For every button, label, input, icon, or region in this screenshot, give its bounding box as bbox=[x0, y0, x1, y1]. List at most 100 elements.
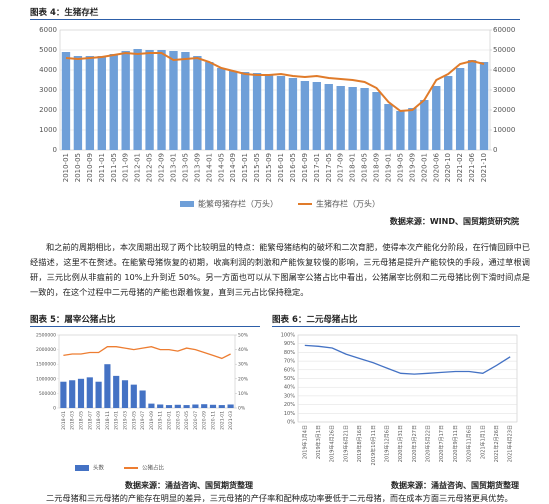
x-tick-label: 2019年8月16日 bbox=[356, 425, 363, 462]
bar bbox=[174, 404, 181, 408]
bar bbox=[288, 78, 298, 150]
y-tick-label: 2000000 bbox=[36, 347, 56, 353]
bar bbox=[157, 50, 166, 150]
y-tick-label: 6000 bbox=[39, 26, 57, 34]
plot-area bbox=[58, 334, 236, 409]
x-tick-label: 2019-05 bbox=[396, 153, 404, 182]
y-tick-label: 500000 bbox=[39, 391, 56, 397]
x-tick-label: 2018-07 bbox=[87, 411, 93, 430]
y-tick-label: 1000 bbox=[39, 126, 57, 134]
y2-tick-label: 40% bbox=[238, 347, 249, 353]
y-tick-label: 3000 bbox=[39, 86, 57, 94]
bar bbox=[312, 82, 321, 150]
legend-label: 能繁母猪存栏（万头） bbox=[198, 199, 278, 209]
bar bbox=[183, 405, 190, 408]
bar bbox=[121, 51, 130, 150]
y-tick-label: 50% bbox=[284, 376, 295, 382]
x-tick-label: 2012-05 bbox=[146, 153, 154, 182]
y-tick-label: 80% bbox=[284, 350, 295, 356]
bar bbox=[432, 86, 441, 150]
bar bbox=[408, 108, 417, 150]
x-tick-label: 2020-05 bbox=[184, 411, 190, 430]
x-tick-label: 2016-01 bbox=[277, 153, 285, 182]
bar bbox=[372, 92, 381, 150]
y-tick-label: 4000 bbox=[39, 66, 57, 74]
bar bbox=[157, 404, 164, 408]
x-tick-label: 2018-03 bbox=[70, 411, 76, 430]
bar bbox=[192, 404, 199, 408]
x-tick-label: 2020年5月22日 bbox=[425, 425, 432, 462]
y-tick-label: 2000 bbox=[39, 106, 57, 114]
chart: 0% 10% 20% 30% 40% 50% 60% 70% 80% 90% 100% 2019年1月… bbox=[281, 333, 518, 465]
bar bbox=[121, 380, 129, 408]
y-tick-label: 1000000 bbox=[36, 376, 56, 382]
x-tick-label: 2018-09 bbox=[373, 153, 381, 182]
x-tick-label: 2011-05 bbox=[110, 153, 118, 182]
bar bbox=[467, 60, 477, 150]
paragraph: 和之前的周期相比，本次周期出现了两个比较明显的特点：能繁母猪结构的破坏和二次育肥… bbox=[30, 242, 530, 297]
bar bbox=[360, 88, 369, 150]
title-rule bbox=[272, 326, 520, 327]
y-tick-label: 2500000 bbox=[36, 333, 56, 339]
title-rule bbox=[30, 19, 520, 20]
x-tick-label: 2019-09 bbox=[149, 411, 155, 430]
x-tick-label: 2016-05 bbox=[289, 153, 297, 182]
bar bbox=[181, 52, 190, 150]
x-tick-label: 2019-09 bbox=[408, 153, 416, 182]
bar bbox=[95, 381, 102, 408]
x-tick-label: 2020-03 bbox=[175, 411, 181, 430]
x-tick-label: 2019-05 bbox=[131, 411, 137, 430]
x-tick-label: 2019年10月11日 bbox=[370, 425, 377, 465]
bar bbox=[61, 52, 71, 150]
bar bbox=[227, 404, 234, 408]
legend-label: 头数 bbox=[93, 464, 105, 472]
y2-tick-label: 30% bbox=[238, 362, 249, 368]
x-tick-label: 2019-07 bbox=[140, 411, 146, 430]
bar bbox=[252, 73, 262, 150]
y-tick-label: 0 bbox=[53, 146, 57, 154]
x-tick-label: 2019-03 bbox=[123, 411, 129, 430]
bar bbox=[165, 405, 173, 408]
line bbox=[63, 346, 231, 360]
x-tick-label: 2015-01 bbox=[241, 153, 249, 182]
x-tick-label: 2010-05 bbox=[74, 153, 82, 182]
chart-title: 图表 4：生猪存栏 bbox=[30, 8, 99, 18]
bar bbox=[240, 72, 250, 150]
bar bbox=[444, 76, 453, 150]
chart: 0100020003000400050006000010000200003000… bbox=[39, 26, 515, 209]
x-tick-label: 2013-05 bbox=[181, 153, 189, 182]
y-tick-label: 30% bbox=[284, 393, 295, 399]
y2-tick-label: 10000 bbox=[493, 126, 515, 134]
x-tick-label: 2018-01 bbox=[349, 153, 357, 182]
footer-text: 二元母猪和三元母猪的产能存在明显的差异，三元母猪的产仔率和配种成功率要低于二元母… bbox=[46, 493, 513, 503]
bar bbox=[420, 100, 429, 150]
x-tick-label: 2019年12月6日 bbox=[383, 425, 390, 462]
y-tick-label: 100% bbox=[281, 333, 296, 339]
bar bbox=[276, 76, 286, 150]
chart-title: 图表 6：二元母猪占比 bbox=[272, 315, 358, 325]
x-tick-label: 2010-09 bbox=[86, 153, 94, 182]
x-tick-label: 2020-06 bbox=[432, 152, 440, 182]
bar bbox=[69, 380, 76, 408]
bar bbox=[218, 405, 225, 408]
x-tick-label: 2011-01 bbox=[98, 153, 106, 182]
x-tick-label: 2020-09 bbox=[202, 411, 208, 430]
x-tick-label: 2019年3月1日 bbox=[315, 425, 322, 459]
bar bbox=[139, 390, 146, 408]
x-tick-label: 2015-09 bbox=[265, 153, 273, 182]
title-rule bbox=[30, 326, 260, 327]
x-tick-label: 2019-11 bbox=[158, 411, 164, 430]
bar bbox=[396, 111, 405, 150]
x-tick-label: 2018-01 bbox=[61, 411, 67, 430]
x-tick-label: 2020-10 bbox=[444, 153, 452, 182]
y2-tick-label: 60000 bbox=[493, 26, 515, 34]
legend-swatch bbox=[75, 465, 89, 471]
bar bbox=[133, 49, 142, 150]
y2-tick-label: 40000 bbox=[493, 66, 515, 74]
y2-tick-label: 0% bbox=[238, 406, 246, 412]
bar bbox=[336, 86, 345, 150]
y2-tick-label: 30000 bbox=[493, 86, 515, 94]
y2-tick-label: 20000 bbox=[493, 106, 515, 114]
bar bbox=[113, 375, 120, 408]
